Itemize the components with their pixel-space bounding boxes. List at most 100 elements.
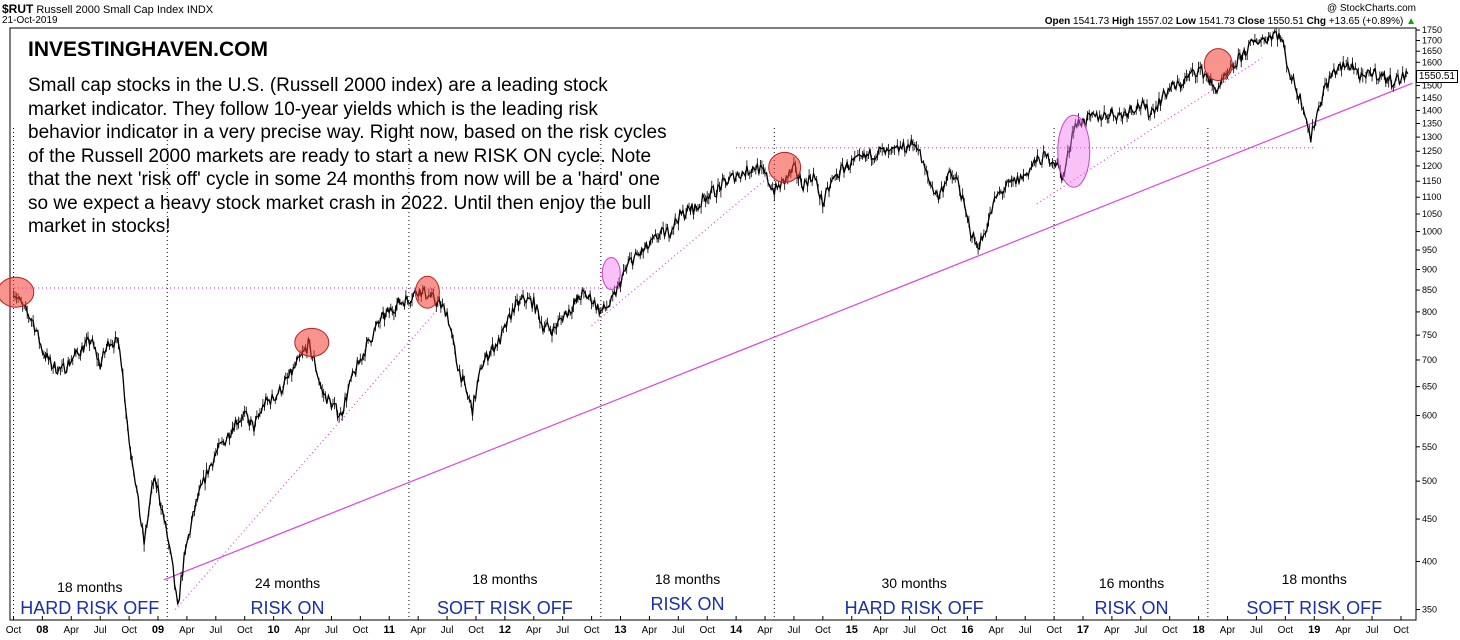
x-tick-label: Oct xyxy=(1046,625,1062,636)
annotation-phase-4: HARD RISK OFF xyxy=(845,598,984,618)
plot-border xyxy=(9,27,1417,621)
y-tick-label: 850 xyxy=(1422,285,1437,295)
annotation-months-2: 18 months xyxy=(472,571,537,587)
exchange: INDX xyxy=(186,4,214,16)
x-tick-label: Oct xyxy=(6,625,22,636)
x-tick-label: Jul xyxy=(1366,625,1379,636)
x-tick-label: Apr xyxy=(989,625,1005,636)
y-tick-label: 1400 xyxy=(1422,105,1442,115)
x-tick-label: Oct xyxy=(121,625,137,636)
highlight-red-0 xyxy=(0,276,35,308)
trendlines xyxy=(10,57,1413,610)
annotation-phase-0: HARD RISK OFF xyxy=(20,598,159,618)
x-tick-label: Apr xyxy=(295,625,311,636)
x-tick-label: Apr xyxy=(179,625,195,636)
annotation-phase-1: RISK ON xyxy=(250,598,324,618)
x-tick-label: Jul xyxy=(441,625,454,636)
y-tick-label: 750 xyxy=(1422,330,1437,340)
y-tick-label: 1700 xyxy=(1422,35,1442,45)
open-label: Open xyxy=(1044,16,1071,27)
y-tick-label: 1050 xyxy=(1422,209,1442,219)
x-tick-label: Apr xyxy=(1104,625,1120,636)
annotation-months-4: 30 months xyxy=(882,575,947,591)
x-tick-label: 13 xyxy=(614,624,626,636)
chg-label: Chg xyxy=(1306,16,1327,27)
symbol: $RUT xyxy=(2,2,34,16)
highlight-pink-6 xyxy=(1057,114,1091,188)
x-tick-label: Jul xyxy=(1250,625,1263,636)
trendline-3 xyxy=(1036,57,1263,205)
annotation-months-3: 18 months xyxy=(655,571,720,587)
x-tick-label: 08 xyxy=(36,624,48,636)
x-tick-label: 19 xyxy=(1308,624,1320,636)
x-tick-label: Jul xyxy=(1019,625,1032,636)
y-tick-label: 1500 xyxy=(1422,81,1442,91)
x-tick-label: Apr xyxy=(873,625,889,636)
y-tick-label: 950 xyxy=(1422,245,1437,255)
ohlc-readout: Open 1541.73 High 1557.02 Low 1541.73 Cl… xyxy=(1045,16,1416,27)
y-tick-label: 1350 xyxy=(1422,118,1442,128)
x-tick-label: 17 xyxy=(1077,624,1089,636)
x-tick-label: Jul xyxy=(325,625,338,636)
plot-frame xyxy=(9,27,1417,621)
x-tick-label: Apr xyxy=(526,625,542,636)
x-tick-label: Oct xyxy=(353,625,369,636)
highlight-pink-5 xyxy=(601,257,621,291)
y-tick-label: 350 xyxy=(1422,605,1437,615)
axes: 350 400 450 500 550 600 650 700 750 800 850 900 950 1… xyxy=(6,25,1442,636)
y-tick-label: 450 xyxy=(1422,514,1437,524)
y-tick-label: 900 xyxy=(1422,264,1437,274)
x-tick-label: Jul xyxy=(1134,625,1147,636)
highlight-red-1 xyxy=(294,327,330,357)
annotation-months-6: 18 months xyxy=(1282,571,1347,587)
y-tick-label: 1250 xyxy=(1422,146,1442,156)
x-tick-label: Oct xyxy=(584,625,600,636)
annotation-months-5: 16 months xyxy=(1099,575,1164,591)
highlight-red-3 xyxy=(768,151,802,183)
y-tick-label: 1750 xyxy=(1422,25,1442,35)
y-tick-label: 1650 xyxy=(1422,46,1442,56)
x-tick-label: Jul xyxy=(672,625,685,636)
x-tick-label: 11 xyxy=(383,624,395,636)
high-value: 1557.02 xyxy=(1136,16,1174,27)
y-tick-label: 1300 xyxy=(1422,132,1442,142)
x-tick-label: Oct xyxy=(815,625,831,636)
x-tick-label: Oct xyxy=(931,625,947,636)
x-tick-label: Apr xyxy=(1335,625,1351,636)
x-tick-label: 12 xyxy=(499,624,511,636)
chg-value: +13.65 (+0.89%) xyxy=(1328,16,1404,27)
chart-date: 21-Oct-2019 xyxy=(2,15,58,26)
y-tick-label: 600 xyxy=(1422,410,1437,420)
trendline-0 xyxy=(163,82,1413,581)
x-tick-label: Apr xyxy=(642,625,658,636)
y-tick-label: 1150 xyxy=(1422,176,1441,186)
annotation-phase-2: SOFT RISK OFF xyxy=(437,598,573,618)
x-tick-label: 14 xyxy=(730,624,743,636)
x-tick-label: Apr xyxy=(757,625,773,636)
x-tick-label: Jul xyxy=(788,625,801,636)
x-tick-label: Oct xyxy=(1393,625,1409,636)
x-tick-label: 15 xyxy=(846,624,858,636)
x-tick-label: Jul xyxy=(903,625,916,636)
low-label: Low xyxy=(1175,16,1196,27)
y-tick-label: 1100 xyxy=(1422,192,1441,202)
x-tick-label: Oct xyxy=(237,625,253,636)
annotation-phase-3: RISK ON xyxy=(651,594,725,614)
x-tick-label: 18 xyxy=(1193,624,1205,636)
x-tick-label: Jul xyxy=(94,625,107,636)
brand: @ StockCharts.com xyxy=(1326,3,1416,14)
close-value: 1550.51 xyxy=(1267,16,1304,27)
y-tick-label: 1000 xyxy=(1422,227,1442,237)
y-tick-label: 500 xyxy=(1422,476,1437,486)
symbol-title: $RUT Russell 2000 Small Cap Index INDX xyxy=(2,2,213,16)
highlights xyxy=(0,48,1233,357)
open-value: 1541.73 xyxy=(1073,16,1110,27)
highlight-red-2 xyxy=(414,275,440,309)
chg-up-icon: ▲ xyxy=(1406,16,1416,27)
y-tick-label: 800 xyxy=(1422,307,1437,317)
x-tick-label: 10 xyxy=(268,624,280,636)
x-tick-label: Oct xyxy=(1162,625,1178,636)
y-tick-label: 550 xyxy=(1422,442,1437,452)
close-label: Close xyxy=(1237,16,1265,27)
